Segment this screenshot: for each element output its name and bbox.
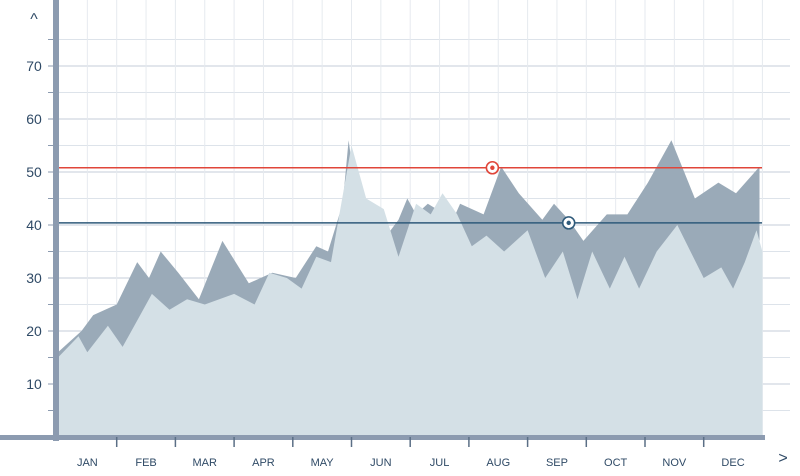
axes: 10 20 30 40 50 60 70 JAN FEB MAR APR MAY JUN JUL AUG SE… [0,0,788,469]
y-tick-label: 40 [26,217,42,233]
area-series [58,140,763,437]
x-tick-label: OCT [604,457,628,469]
x-axis-line [0,435,765,440]
y-axis-arrow: ^ [30,11,38,28]
series-front-area [58,145,763,437]
x-tick-label: JUL [430,457,450,469]
x-tick-label: JUN [370,457,391,469]
y-tick-label: 10 [26,376,42,392]
x-tick-label: APR [252,457,275,469]
x-tick-label: NOV [662,457,687,469]
x-tick-label: JAN [77,457,98,469]
x-tick-label: MAY [311,457,335,469]
x-axis-arrow: > [778,450,787,467]
x-tick-label: AUG [486,457,510,469]
y-tick-label: 50 [26,164,42,180]
reference-lines [58,160,762,230]
y-tick-label: 30 [26,270,42,286]
y-tick-label: 70 [26,58,42,74]
reference-marker-dot-lower [566,220,571,226]
x-tick-label: FEB [135,457,156,469]
x-tick-label: SEP [546,457,568,469]
y-tick-label: 20 [26,323,42,339]
x-tick-label: MAR [193,457,218,469]
y-tick-label: 60 [26,111,42,127]
reference-marker-dot-upper [490,165,495,170]
y-axis-line [53,0,59,441]
x-tick-label: DEC [721,457,744,469]
